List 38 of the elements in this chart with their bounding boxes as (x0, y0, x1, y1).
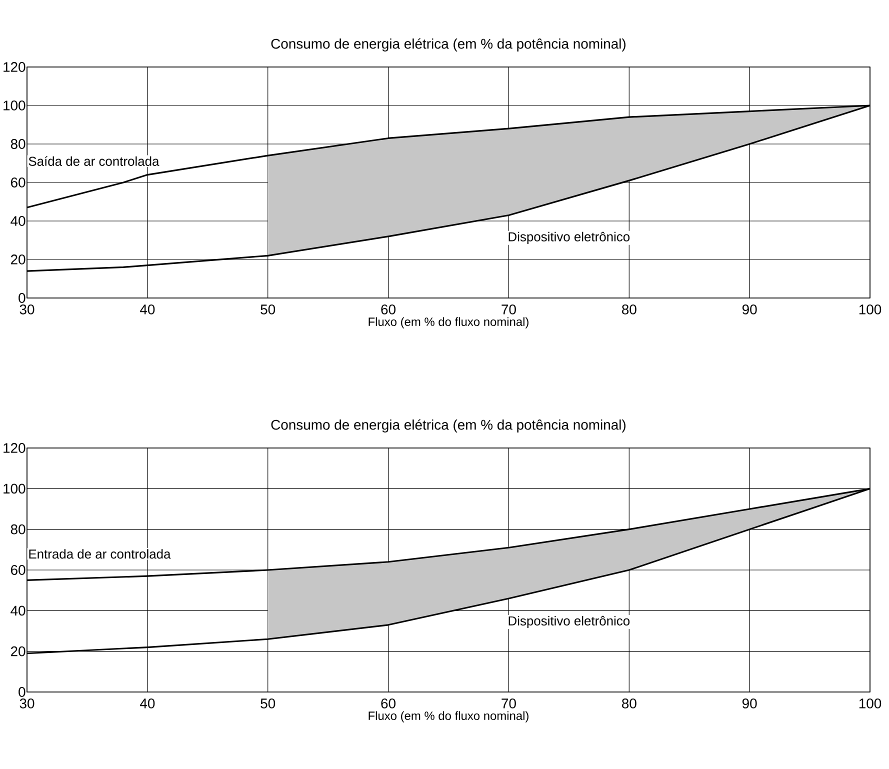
x-tick-label: 90 (742, 698, 757, 708)
y-tick-label: 80 (10, 524, 26, 534)
y-tick-label: 40 (10, 606, 26, 616)
y-tick-label: 120 (4, 62, 26, 72)
y-tick-label: 80 (10, 139, 26, 149)
y-tick-label: 100 (4, 100, 26, 110)
x-tick-label: 70 (502, 698, 516, 708)
y-tick-label: 60 (10, 178, 26, 188)
x-tick-label: 70 (502, 304, 516, 314)
y-tick-label: 40 (10, 216, 26, 226)
x-tick-label: 80 (622, 304, 636, 314)
x-tick-label: 40 (140, 698, 155, 708)
x-tick-label: 60 (381, 304, 396, 314)
y-tick-label: 0 (18, 687, 26, 697)
x-tick-label: 80 (622, 698, 636, 708)
series-label: Entrada de ar controlada (29, 549, 171, 559)
x-tick-label: 30 (20, 698, 34, 708)
x-tick-label: 40 (140, 304, 155, 314)
y-tick-label: 0 (18, 293, 26, 303)
chart-title: Consumo de energia elétrica (em % da potência nominal) (271, 38, 626, 52)
y-tick-label: 20 (10, 254, 26, 264)
y-tick-label: 100 (4, 484, 26, 494)
x-tick-label: 60 (381, 698, 396, 708)
series-label: Saída de ar controlada (28, 156, 160, 166)
x-tick-label: 90 (742, 304, 757, 314)
x-tick-label: 100 (859, 698, 882, 708)
y-tick-label: 60 (10, 565, 26, 575)
x-tick-label: 50 (260, 698, 276, 708)
y-tick-label: 120 (4, 443, 26, 453)
x-tick-label: 30 (20, 304, 34, 314)
y-tick-label: 20 (10, 646, 26, 656)
chart-title: Consumo de energia elétrica (em % da potência nominal) (271, 419, 626, 433)
x-axis-title: Fluxo (em % do fluxo nominal) (368, 711, 528, 722)
series-label: Dispositivo eletrônico (508, 232, 630, 244)
x-tick-label: 100 (859, 304, 882, 314)
series-label: Dispositivo eletrônico (508, 616, 630, 628)
x-tick-label: 50 (260, 304, 276, 314)
x-axis-title: Fluxo (em % do fluxo nominal) (368, 317, 528, 328)
